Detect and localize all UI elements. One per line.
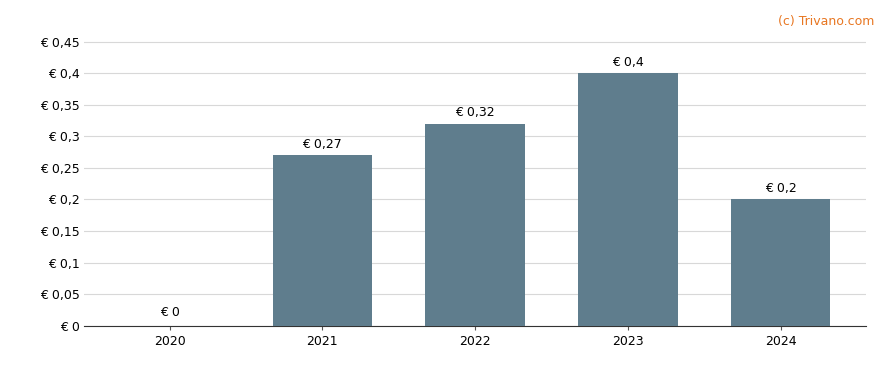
Text: € 0,4: € 0,4: [612, 56, 644, 69]
Text: € 0,27: € 0,27: [303, 138, 342, 151]
Text: € 0: € 0: [160, 306, 179, 319]
Text: € 0,2: € 0,2: [765, 182, 797, 195]
Bar: [578, 73, 678, 326]
Text: (c) Trivano.com: (c) Trivano.com: [778, 15, 875, 28]
Bar: [425, 124, 525, 326]
Text: € 0,32: € 0,32: [456, 106, 495, 119]
Bar: [731, 199, 830, 326]
Bar: [273, 155, 372, 326]
